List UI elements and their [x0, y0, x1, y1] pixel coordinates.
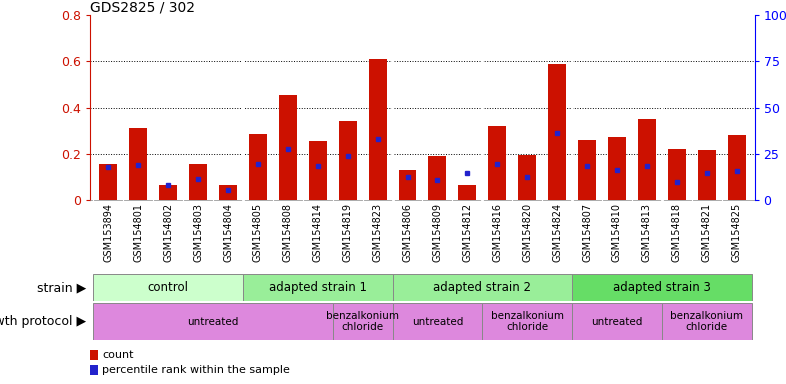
Text: adapted strain 3: adapted strain 3 — [613, 281, 711, 294]
Bar — [90, 365, 98, 375]
Bar — [392, 303, 483, 340]
Text: GSM154807: GSM154807 — [582, 203, 592, 262]
Text: GSM154803: GSM154803 — [193, 203, 203, 262]
Bar — [428, 156, 446, 200]
Bar — [94, 303, 332, 340]
Text: GSM154823: GSM154823 — [373, 203, 383, 262]
Text: benzalkonium
chloride: benzalkonium chloride — [326, 311, 399, 333]
Text: GSM154824: GSM154824 — [552, 203, 562, 262]
Bar — [638, 119, 656, 200]
Bar — [219, 185, 237, 200]
Text: GSM154820: GSM154820 — [522, 203, 532, 262]
Bar — [279, 95, 297, 200]
Text: GSM154819: GSM154819 — [343, 203, 353, 262]
Text: benzalkonium
chloride: benzalkonium chloride — [670, 311, 744, 333]
Text: GSM154806: GSM154806 — [402, 203, 413, 262]
Bar — [94, 274, 243, 301]
Text: GSM154813: GSM154813 — [642, 203, 652, 262]
Text: untreated: untreated — [412, 316, 463, 327]
Bar — [332, 303, 392, 340]
Bar — [578, 140, 596, 200]
Bar — [243, 274, 392, 301]
Text: GSM153894: GSM153894 — [103, 203, 113, 262]
Text: count: count — [102, 350, 134, 360]
Bar — [728, 135, 746, 200]
Bar — [129, 128, 147, 200]
Text: untreated: untreated — [591, 316, 643, 327]
Bar — [488, 126, 506, 200]
Text: growth protocol ▶: growth protocol ▶ — [0, 315, 86, 328]
Bar — [160, 185, 177, 200]
Bar — [668, 149, 685, 200]
Bar — [249, 134, 267, 200]
Text: adapted strain 1: adapted strain 1 — [269, 281, 367, 294]
Text: control: control — [148, 281, 189, 294]
Text: GSM154810: GSM154810 — [612, 203, 622, 262]
Bar — [339, 121, 357, 200]
Text: GDS2825 / 302: GDS2825 / 302 — [90, 0, 196, 14]
Bar — [399, 170, 417, 200]
Bar — [369, 59, 387, 200]
Bar — [608, 137, 626, 200]
Bar — [483, 303, 572, 340]
Text: percentile rank within the sample: percentile rank within the sample — [102, 365, 290, 375]
Text: benzalkonium
chloride: benzalkonium chloride — [490, 311, 564, 333]
Bar — [189, 164, 207, 200]
Text: GSM154804: GSM154804 — [223, 203, 233, 262]
Text: adapted strain 2: adapted strain 2 — [433, 281, 531, 294]
Bar — [309, 141, 327, 200]
Text: GSM154825: GSM154825 — [732, 203, 742, 262]
Text: GSM154801: GSM154801 — [134, 203, 143, 262]
Bar — [90, 351, 98, 360]
Text: GSM154816: GSM154816 — [492, 203, 502, 262]
Text: untreated: untreated — [187, 316, 239, 327]
Text: GSM154821: GSM154821 — [702, 203, 711, 262]
Text: GSM154818: GSM154818 — [672, 203, 681, 262]
Bar — [518, 155, 536, 200]
Text: strain ▶: strain ▶ — [37, 281, 86, 294]
Text: GSM154814: GSM154814 — [313, 203, 323, 262]
Text: GSM154812: GSM154812 — [462, 203, 472, 262]
Bar — [698, 150, 716, 200]
Bar — [572, 274, 751, 301]
Bar — [458, 185, 476, 200]
Text: GSM154808: GSM154808 — [283, 203, 293, 262]
Text: GSM154805: GSM154805 — [253, 203, 263, 262]
Bar — [572, 303, 662, 340]
Bar — [392, 274, 572, 301]
Bar — [548, 64, 566, 200]
Bar — [662, 303, 751, 340]
Text: GSM154809: GSM154809 — [432, 203, 443, 262]
Bar — [99, 164, 117, 200]
Text: GSM154802: GSM154802 — [163, 203, 173, 262]
